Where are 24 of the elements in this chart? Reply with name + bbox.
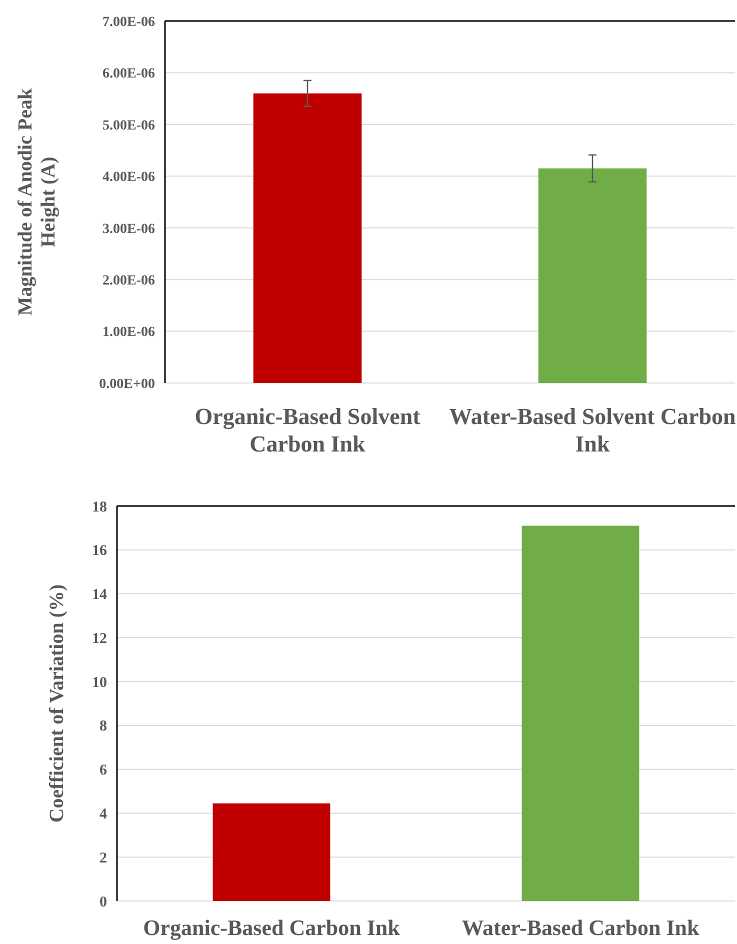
y-tick-label: 5.00E-06 [102, 118, 155, 134]
y-tick-label: 6 [100, 762, 108, 779]
y-tick-label: 1.00E-06 [102, 325, 155, 340]
y-tick-label: 0.00E+00 [99, 376, 155, 392]
y-tick-label: 8 [100, 718, 107, 735]
x-tick-label: Water-Based Solvent Carbon Ink [449, 404, 736, 457]
y-tick-label: 2.00E-06 [102, 273, 155, 288]
x-tick-label: Organic-Based Solvent Carbon Ink [194, 404, 421, 457]
x-tick-label: Organic-Based Carbon Ink [143, 915, 401, 940]
y-tick-label: 10 [92, 674, 107, 691]
y-tick-label: 16 [92, 543, 108, 560]
y-tick-label: 0 [100, 894, 107, 910]
y-axis-title: Coefficient of Variation (%) [46, 584, 68, 823]
y-tick-label: 3.00E-06 [102, 222, 155, 237]
x-tick-label: Water-Based Carbon Ink [462, 915, 700, 940]
y-axis-title: Magnitude of Anodic Peak Height (A) [14, 88, 60, 316]
y-tick-label: 7.00E-06 [102, 14, 155, 30]
y-tick-label: 12 [92, 630, 107, 647]
y-tick-label: 6.00E-06 [102, 66, 155, 82]
y-tick-label: 18 [92, 499, 107, 516]
y-tick-label: 14 [92, 587, 108, 604]
y-tick-label: 4.00E-06 [102, 170, 155, 186]
y-tick-label: 2 [100, 850, 107, 866]
y-tick-label: 4 [100, 806, 108, 822]
